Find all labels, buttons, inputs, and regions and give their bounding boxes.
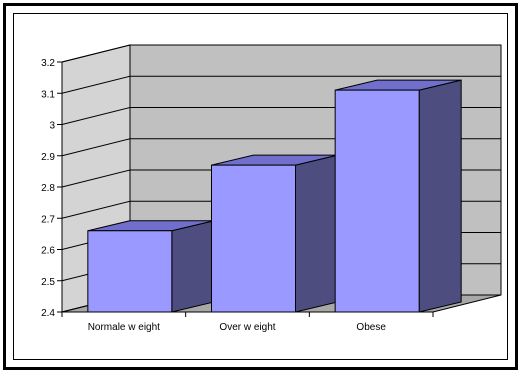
y-tick-label: 2.5 [41, 277, 55, 288]
y-tick-label: 2.6 [41, 246, 55, 257]
bar [211, 164, 296, 313]
y-tick-label: 3.1 [41, 89, 55, 100]
y-tick-label: 2.8 [41, 183, 55, 194]
bar [87, 230, 173, 313]
y-tick-label: 3.2 [41, 58, 55, 69]
x-tick-label: Over w eight [219, 322, 275, 333]
gridline [61, 75, 501, 94]
bar-side [171, 220, 215, 313]
bar [334, 89, 420, 313]
y-tick-label: 3 [49, 121, 55, 132]
x-tick-label: Normale w eight [88, 322, 160, 333]
y-tick-label: 2.9 [41, 152, 55, 163]
bar-side [418, 79, 462, 313]
x-tick-label: Obese [356, 322, 386, 333]
y-tick-label: 2.7 [41, 214, 55, 225]
bar-side [295, 154, 338, 313]
y-tick-label: 2.4 [41, 308, 55, 319]
gridline [61, 44, 501, 63]
